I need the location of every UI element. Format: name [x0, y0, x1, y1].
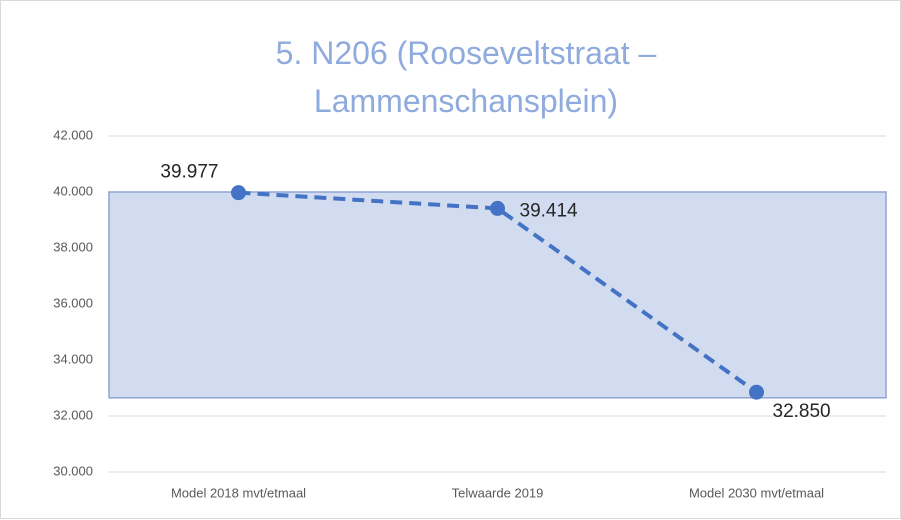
y-tick-label: 32.000 — [53, 407, 93, 422]
data-label: 39.414 — [520, 200, 579, 221]
y-tick-label: 34.000 — [53, 351, 93, 366]
data-label: 39.977 — [160, 162, 218, 183]
shaded-range — [108, 191, 887, 399]
y-tick-label: 36.000 — [53, 295, 93, 310]
data-point — [231, 185, 246, 201]
x-tick-label: Model 2030 mvt/etmaal — [689, 485, 824, 500]
x-tick-label: Model 2018 mvt/etmaal — [171, 485, 306, 500]
data-line — [238, 190, 758, 394]
y-tick-label: 30.000 — [53, 463, 93, 478]
data-point — [749, 384, 764, 400]
y-tick-label: 40.000 — [53, 183, 93, 198]
y-tick-label: 38.000 — [53, 239, 93, 254]
y-tick-label: 42.000 — [53, 127, 93, 142]
chart-title: 5. N206 (Rooseveltstraat – Lammenschansp… — [275, 35, 657, 119]
x-tick-label: Telwaarde 2019 — [452, 485, 544, 500]
data-label: 32.850 — [773, 401, 831, 422]
data-point — [490, 200, 505, 216]
